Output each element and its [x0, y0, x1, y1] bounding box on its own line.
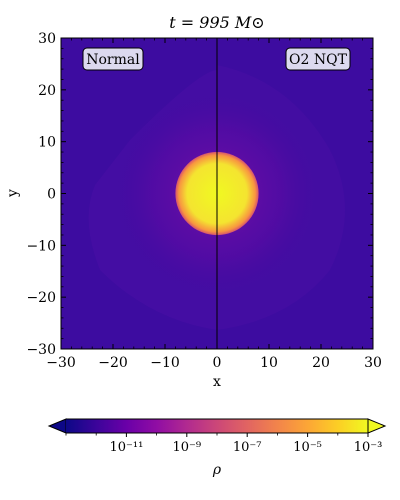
x-tick-label: −10 [150, 355, 180, 371]
colorbar-extend-low [47, 418, 67, 434]
x-axis-label: x [213, 374, 221, 390]
x-axis-ticks: −30 −20 −10 0 10 20 30 [46, 38, 382, 371]
panel-label-normal: Normal [82, 47, 144, 71]
panel-label-normal-text: Normal [86, 52, 140, 68]
y-tick-label: −30 [26, 342, 56, 358]
chart-title: t = 995 M⊙ [169, 13, 264, 32]
colorbar-label: ρ [212, 462, 222, 478]
y-tick-label: −20 [26, 290, 56, 306]
y-tick-label: 10 [38, 135, 56, 151]
y-tick-label: 0 [47, 187, 56, 203]
x-tick-label: 30 [364, 355, 382, 371]
colorbar-gradient [66, 419, 368, 433]
colorbar-extend-high [367, 418, 387, 434]
colorbar-tick-label: 10⁻⁵ [293, 440, 322, 455]
y-axis-ticks: −30 −20 −10 0 10 20 30 [26, 31, 373, 358]
panel-label-o2nqt: O2 NQT [285, 47, 351, 71]
heatmap-field [61, 38, 373, 349]
y-tick-label: −10 [26, 238, 56, 254]
x-tick-label: 20 [312, 355, 330, 371]
colorbar-ticks: 10⁻¹¹ 10⁻⁹ 10⁻⁷ 10⁻⁵ 10⁻³ [65, 433, 383, 455]
colorbar-tick-label: 10⁻⁹ [172, 440, 201, 455]
y-tick-label: 30 [38, 31, 56, 47]
x-tick-label: −20 [98, 355, 128, 371]
y-tick-label: 20 [38, 83, 56, 99]
panel-label-o2nqt-text: O2 NQT [289, 52, 348, 68]
x-tick-label: 10 [260, 355, 278, 371]
x-tick-label: 0 [213, 355, 222, 371]
colorbar-tick-label: 10⁻⁷ [233, 440, 262, 455]
colorbar-tick-label: 10⁻¹¹ [109, 440, 143, 455]
y-axis-label: y [5, 189, 21, 198]
x-tick-label: −30 [46, 355, 76, 371]
colorbar: 10⁻¹¹ 10⁻⁹ 10⁻⁷ 10⁻⁵ 10⁻³ ρ [47, 418, 387, 478]
colorbar-tick-label: 10⁻³ [354, 440, 383, 455]
